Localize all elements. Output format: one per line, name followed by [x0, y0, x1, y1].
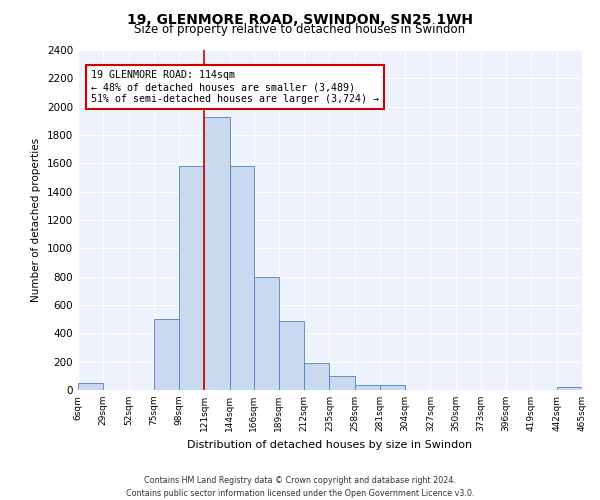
Text: Contains HM Land Registry data © Crown copyright and database right 2024.
Contai: Contains HM Land Registry data © Crown c…: [126, 476, 474, 498]
Bar: [279, 320, 304, 390]
Bar: [329, 376, 355, 390]
Text: Size of property relative to detached houses in Swindon: Size of property relative to detached ho…: [134, 22, 466, 36]
Bar: [230, 166, 254, 390]
Bar: [154, 319, 179, 390]
Bar: [179, 166, 204, 390]
Text: 19 GLENMORE ROAD: 114sqm
← 48% of detached houses are smaller (3,489)
51% of sem: 19 GLENMORE ROAD: 114sqm ← 48% of detach…: [91, 70, 379, 104]
Bar: [557, 387, 582, 390]
Y-axis label: Number of detached properties: Number of detached properties: [31, 138, 41, 302]
Bar: [254, 276, 279, 390]
Bar: [78, 383, 103, 390]
X-axis label: Distribution of detached houses by size in Swindon: Distribution of detached houses by size …: [187, 440, 473, 450]
Bar: [380, 385, 405, 390]
Bar: [204, 116, 230, 390]
Text: 19, GLENMORE ROAD, SWINDON, SN25 1WH: 19, GLENMORE ROAD, SWINDON, SN25 1WH: [127, 12, 473, 26]
Bar: [355, 385, 380, 390]
Bar: [304, 363, 329, 390]
